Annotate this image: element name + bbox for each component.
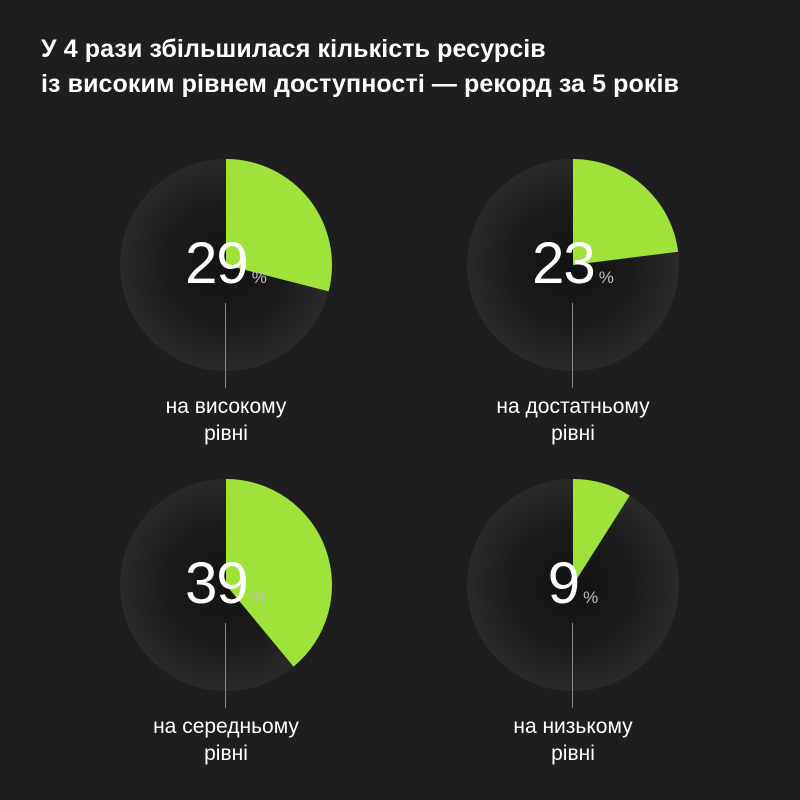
gauge-slice <box>226 479 332 667</box>
gauge-low-label: на низькому рівні <box>433 713 713 767</box>
gauge-low-stem <box>572 623 573 708</box>
gauge-medium-stem <box>225 623 226 708</box>
gauge-low-label-line-2: рівні <box>551 742 595 765</box>
gauge-medium-ring <box>120 479 332 691</box>
gauge-low-label-line-1: на низькому <box>513 715 633 738</box>
gauge-high-label-line-1: на високому <box>165 395 287 418</box>
gauge-medium-unit: % <box>251 588 267 607</box>
gauge-high-number: 29 <box>185 231 249 296</box>
gauge-sufficient-number: 23 <box>532 231 596 296</box>
gauge-high-value: 29% <box>116 230 336 297</box>
gauge-medium-label-line-2: рівні <box>204 742 248 765</box>
gauge-low-number: 9 <box>547 551 580 616</box>
gauge-slice <box>573 159 679 265</box>
gauge-high-unit: % <box>251 268 267 287</box>
gauge-high-label: на високому рівні <box>86 393 366 447</box>
gauge-sufficient: 23% на достатньому рівні <box>463 155 683 475</box>
gauge-slice <box>226 159 332 292</box>
gauge-low: 9% на низькому рівні <box>463 475 683 795</box>
gauge-sufficient-label-line-2: рівні <box>551 422 595 445</box>
gauge-high-stem <box>225 303 226 388</box>
gauge-high: 29% на високому рівні <box>116 155 336 475</box>
gauge-slice <box>573 479 630 585</box>
chart-title: У 4 рази збільшилася кількість ресурсів … <box>41 32 771 102</box>
chart-title-line-1: У 4 рази збільшилася кількість ресурсів <box>41 35 546 63</box>
chart-title-line-2: із високим рівнем доступності — рекорд з… <box>41 70 680 98</box>
gauge-medium-label: на середньому рівні <box>86 713 366 767</box>
gauge-medium: 39% на середньому рівні <box>116 475 336 795</box>
gauge-sufficient-unit: % <box>598 268 614 287</box>
gauge-sufficient-label-line-1: на достатньому <box>496 395 650 418</box>
gauge-low-ring <box>467 479 679 691</box>
gauge-medium-value: 39% <box>116 550 336 617</box>
gauge-high-ring <box>120 159 332 371</box>
gauge-sufficient-ring <box>467 159 679 371</box>
gauge-low-value: 9% <box>463 550 683 617</box>
gauge-sufficient-value: 23% <box>463 230 683 297</box>
gauge-sufficient-label: на достатньому рівні <box>433 393 713 447</box>
gauge-medium-number: 39 <box>185 551 249 616</box>
gauge-high-label-line-2: рівні <box>204 422 248 445</box>
gauge-medium-label-line-1: на середньому <box>153 715 299 738</box>
gauge-sufficient-stem <box>572 303 573 388</box>
gauge-low-unit: % <box>583 588 599 607</box>
